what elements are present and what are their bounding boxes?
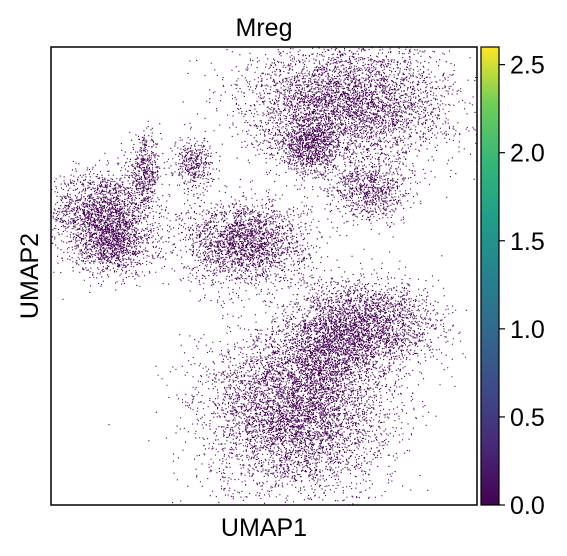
colorbar-tick-label: 1.5 [510,228,545,256]
cluster-points [52,202,187,291]
cell-cluster [120,120,165,230]
cluster-points [120,120,165,230]
cluster-points [131,174,348,317]
cluster-points [299,148,430,238]
cluster-points [258,99,359,201]
chart-title: Mreg [236,14,293,42]
cell-cluster [255,298,409,409]
cluster-points [182,47,477,224]
cell-cluster [108,256,453,505]
colorbar-tick-label: 1.0 [510,316,545,344]
colorbar-tick-label: 0.0 [510,492,545,520]
cell-cluster [131,174,348,317]
cluster-points [255,298,409,409]
y-axis-label: UMAP2 [16,233,44,319]
cell-cluster [159,124,221,211]
plot-frame [50,46,478,506]
cell-cluster [226,248,467,403]
colorbar-tick-label: 2.5 [510,52,545,80]
cluster-points [226,248,467,403]
colorbar-tick-label: 2.0 [510,140,545,168]
cluster-points [159,124,221,211]
colorbar-ticks: 0.0 0.5 1.0 1.5 2.0 2.5 [499,52,545,520]
colorbar [480,46,500,506]
cell-cluster [299,148,430,238]
cell-cluster [182,47,477,224]
cluster-points [108,256,453,505]
cell-cluster [258,99,359,201]
cell-cluster [52,202,187,291]
scatter-points [51,47,477,505]
colorbar-tick-label: 0.5 [510,404,545,432]
x-axis-label: UMAP1 [221,514,307,542]
